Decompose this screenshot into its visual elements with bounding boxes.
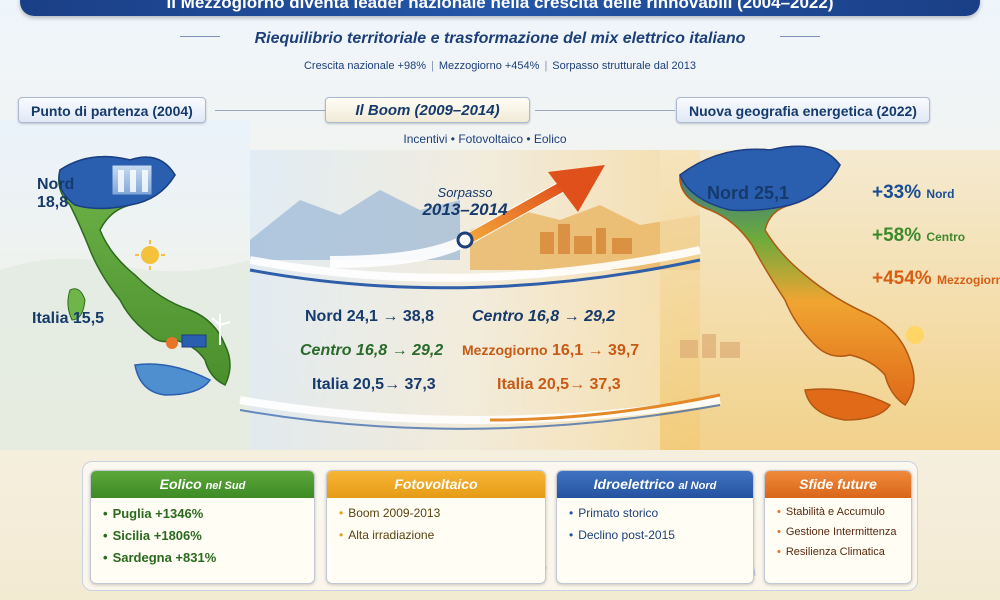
cmp-right-italia: Italia 20,5→ 37,3 — [497, 376, 621, 393]
list-item: Declino post-2015 — [569, 528, 753, 542]
cmp-right-centro: Centro 16,8 → 29,2 — [472, 308, 616, 325]
stat-national: Crescita nazionale +98% — [303, 60, 426, 72]
sorpasso-label: Sorpasso 2013–2014 — [422, 185, 508, 219]
list-item: Primato storico — [569, 506, 753, 520]
list-item: Sicilia +1806% — [103, 528, 314, 543]
right-nord-label: Nord 25,1 — [707, 183, 790, 203]
cmp-left-italia: Italia 20,5→ 37,3 — [312, 376, 436, 393]
growth-nord: +33% Nord — [872, 182, 955, 203]
stat-south: Mezzogiorno +454% — [438, 60, 540, 72]
card-sfide-future: Sfide future Stabilità e Accumulo Gestio… — [764, 470, 912, 584]
list-item: Alta irradiazione — [339, 528, 545, 542]
dam-icon — [111, 164, 153, 196]
list-item: Resilienza Climatica — [777, 546, 911, 558]
card-sfide-title: Sfide future — [765, 471, 911, 498]
card-fotovoltaico-title: Fotovoltaico — [327, 471, 545, 498]
stat-overtake: Sorpasso strutturale dal 2013 — [552, 60, 696, 72]
growth-centro: +58% Centro — [872, 225, 966, 246]
divider — [535, 110, 675, 111]
italy-map-2022 — [679, 145, 924, 421]
list-item: Boom 2009-2013 — [339, 506, 545, 520]
solar-panel-icon — [181, 334, 207, 348]
wind-turbine-icon — [211, 314, 231, 345]
boom-subtitle: Incentivi • Fotovoltaico • Eolico — [403, 132, 567, 146]
growth-mezzogiorno: +454% Mezzogiorno — [872, 268, 1000, 289]
list-item: Puglia +1346% — [103, 506, 314, 521]
card-idroelettrico: Idroelettrico al Nord Primato storico De… — [556, 470, 754, 584]
list-item: Stabilità e Accumulo — [777, 506, 911, 518]
cmp-left-centro: Centro 16,8 → 29,2 — [300, 342, 444, 359]
section-start: Punto di partenza (2004) — [18, 97, 206, 123]
card-eolico-title: Eolico nel Sud — [91, 471, 314, 498]
section-end: Nuova geografia energetica (2022) — [676, 97, 930, 123]
main-title: Il Mezzogiorno diventa leader nazionale … — [20, 0, 980, 16]
stats-line: Crescita nazionale +98% | Mezzogiorno +454… — [303, 60, 696, 72]
left-italia-label: Italia 15,5 — [32, 310, 105, 327]
sun-icon — [135, 240, 165, 270]
orange-fruit-icon — [166, 337, 178, 349]
divider — [780, 36, 820, 37]
left-nord-label: Nord 18,8 — [37, 176, 75, 211]
divider — [180, 36, 220, 37]
section-boom: Il Boom (2009–2014) — [325, 97, 530, 123]
card-fotovoltaico: Fotovoltaico Boom 2009-2013 Alta irradia… — [326, 470, 546, 584]
list-item: Gestione Intermittenza — [777, 526, 911, 538]
card-eolico: Eolico nel Sud Puglia +1346% Sicilia +18… — [90, 470, 315, 584]
cmp-left-nord: Nord 24,1 → 38,8 — [305, 308, 434, 325]
subtitle: Riequilibrio territoriale e trasformazio… — [254, 30, 746, 47]
list-item: Sardegna +831% — [103, 550, 314, 565]
divider — [215, 110, 325, 111]
card-idro-title: Idroelettrico al Nord — [557, 471, 753, 498]
sun-icon-right — [906, 326, 924, 344]
cmp-right-mezzogiorno: Mezzogiorno 16,1 → 39,7 — [462, 342, 640, 359]
